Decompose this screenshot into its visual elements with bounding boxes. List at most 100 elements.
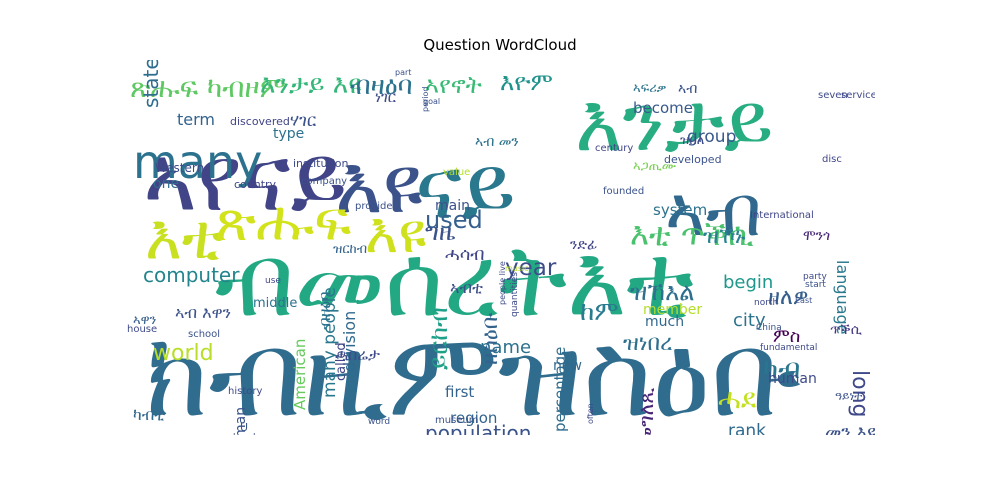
cloud-word: city [733, 310, 766, 331]
cloud-word: ሓበሬታ [335, 345, 380, 364]
cloud-word: world [153, 341, 214, 366]
cloud-word: ከም [580, 297, 619, 327]
cloud-word: International [750, 210, 814, 221]
cloud-word: start [805, 280, 826, 290]
cloud-word: value [443, 167, 470, 178]
cloud-word: institution [293, 157, 349, 170]
cloud-word: ዝኸእል [630, 278, 695, 306]
cloud-word: ካብቲ [133, 405, 165, 424]
cloud-word: ብዛዕባ [350, 71, 413, 101]
cloud-word: disc [822, 154, 842, 165]
cloud-word: ምስ [773, 326, 800, 347]
cloud-word: middle [253, 296, 297, 311]
cloud-word: developed [664, 153, 722, 166]
cloud-word: ዓይነት [835, 389, 862, 403]
cloud-word: group [687, 127, 736, 147]
cloud-word: seven [818, 90, 848, 101]
cloud-word: founded [603, 186, 644, 197]
cloud-word: word [368, 417, 390, 427]
cloud-word: U [240, 421, 248, 434]
cloud-word: one [153, 176, 179, 192]
cloud-word: rank [728, 421, 766, 435]
cloud-word: ኣየኖት [425, 71, 482, 99]
cloud-word: እዩ [365, 201, 426, 266]
cloud-word: computer [143, 263, 240, 287]
cloud-word: music [505, 264, 529, 273]
cloud-word: first [445, 383, 474, 401]
cloud-word: language [833, 260, 852, 335]
cloud-word: ዝኾኑ [703, 224, 746, 249]
cloud-word: party [803, 272, 827, 282]
cloud-word: ኣብ [678, 81, 697, 97]
cloud-word: ኣብ እዋን [175, 303, 231, 322]
cloud-word: ብመሰረትእቲ [215, 222, 694, 339]
chart-title: Question WordCloud [423, 36, 577, 54]
cloud-word: system [653, 201, 707, 219]
cloud-word: ጽሑፍ [215, 189, 351, 254]
cloud-word: many people [320, 287, 340, 398]
cloud-word: human [768, 371, 817, 387]
cloud-word: period [421, 87, 430, 112]
cloud-word: ካብ [763, 352, 800, 385]
cloud-word: fundamental [760, 343, 817, 353]
cloud-word: school [188, 329, 220, 340]
cloud-word: እንታይ [575, 76, 773, 169]
cloud-word: ዝበለ [680, 133, 705, 148]
cloud-word: ጥቕሲ [830, 322, 863, 338]
cloud-word: main [435, 198, 470, 214]
cloud-word: house [127, 324, 157, 335]
cloud-word: ንድፊ [570, 237, 597, 253]
cloud-word: ኣብ [665, 170, 762, 252]
cloud-word: history [228, 386, 262, 397]
cloud-word: American [291, 339, 309, 410]
cloud-word: goal [423, 97, 440, 106]
cloud-word: name [480, 337, 531, 358]
cloud-word: century [595, 143, 633, 154]
cloud-word: division [340, 311, 359, 372]
cloud-word: ኣጋጢሙ [633, 159, 677, 174]
cloud-word: used [425, 206, 483, 234]
cloud-word: ጽሑፍ ካብዞም [130, 71, 286, 104]
cloud-word: type [273, 126, 304, 142]
cloud-word: German [233, 407, 249, 435]
cloud-word: new [553, 358, 582, 374]
cloud-word: use [265, 276, 281, 286]
cloud-word: quantities [510, 272, 520, 317]
cloud-word: ግዜ [425, 218, 456, 246]
cloud-word: ናይ [415, 136, 516, 239]
cloud-word: ኣብቲ [450, 278, 483, 297]
cloud-word: መግለጺ [634, 388, 658, 435]
cloud-word: term [177, 110, 215, 129]
cloud-word: ኣዋን [133, 313, 157, 328]
cloud-word: much [645, 314, 684, 330]
cloud-word: ኣብ መን [475, 134, 519, 150]
cloud-word: ኣየናይ [143, 125, 347, 232]
cloud-word: provide [355, 201, 393, 212]
cloud-word: እቲ [145, 200, 224, 273]
cloud-word: part [395, 68, 411, 77]
cloud-word: people live [498, 261, 507, 305]
cloud-word: begin [723, 272, 773, 293]
cloud-word: head [233, 433, 255, 435]
cloud-word: ኣፍሪቃ [633, 81, 666, 96]
cloud-word: ዘለዎ [768, 285, 808, 310]
cloud-word: እዩ [335, 138, 422, 231]
cloud-word: ሓሳብ [445, 244, 485, 265]
cloud-word: region [450, 409, 497, 427]
cloud-word: discovered [230, 115, 290, 128]
cloud-word: መን እዩ [825, 422, 875, 435]
cloud-word: company [301, 176, 347, 187]
cloud-word: ክብዚምዝስዕቡ [145, 305, 802, 435]
cloud-word: ዝርከብ [333, 242, 367, 257]
cloud-word: East [795, 296, 812, 305]
cloud-word: እንታይ እዩ [260, 70, 361, 100]
cloud-word: become [633, 99, 693, 117]
cloud-word: percentage [551, 347, 569, 432]
cloud-word: እዮም [500, 68, 553, 96]
cloud-word: called [334, 342, 349, 381]
cloud-word: China [756, 323, 782, 333]
cloud-word: north [754, 298, 778, 308]
cloud-word: museum [435, 415, 479, 426]
cloud-word: long [847, 370, 872, 417]
